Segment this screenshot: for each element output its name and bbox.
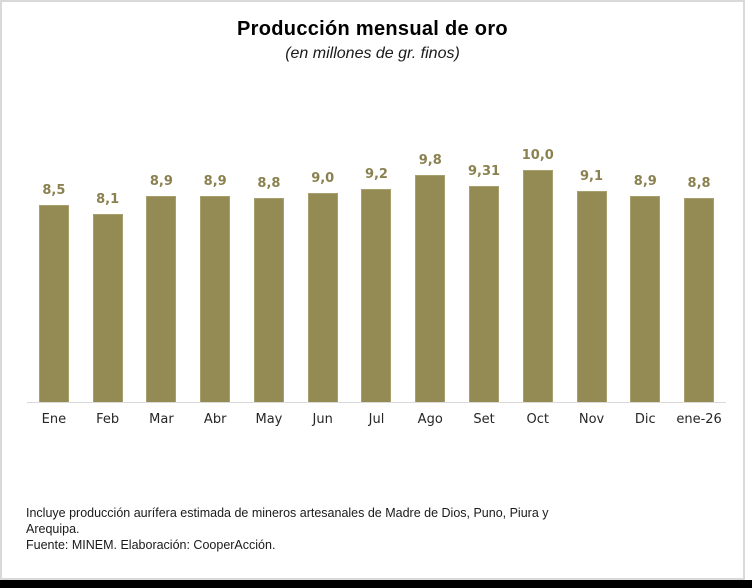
bar-group: 9,0 Jun [296, 101, 350, 427]
bar [522, 170, 553, 402]
bar-category-label: Oct [526, 412, 550, 427]
bar-value-label: 9,1 [580, 169, 604, 184]
bar-group: 9,31 Set [457, 101, 511, 427]
bar-category-label: May [255, 412, 283, 427]
bar [684, 198, 715, 402]
footnote-line-1: Incluye producción aurífera estimada de … [26, 506, 549, 520]
bar-group: 8,9 Abr [188, 101, 242, 427]
bar-value-label: 8,9 [633, 174, 657, 189]
bar [38, 205, 69, 402]
bar-value-label: 8,9 [149, 174, 173, 189]
bar-value-label: 8,5 [42, 183, 66, 198]
bar-category-label: Set [473, 412, 495, 427]
bar-value-label: 9,31 [467, 164, 501, 179]
footnote-line-3: Fuente: MINEM. Elaboración: CooperAcción… [26, 538, 276, 552]
bar-group: 8,9 Dic [618, 101, 672, 427]
chart-title: Producción mensual de oro [237, 18, 508, 40]
bar-value-label: 8,8 [257, 176, 281, 191]
bar-group: 10,0 Oct [511, 101, 565, 427]
bar-value-label: 9,0 [311, 171, 335, 186]
bar-category-label: Ago [417, 412, 443, 427]
bar [469, 186, 499, 402]
bar-group: 8,5 Ene [27, 101, 81, 427]
bar-group: 8,9 Mar [135, 101, 189, 427]
bar-plot: 8,5 Ene 8,1 Feb 8,9 Mar 8,9 Abr 8,8 May 9,0 Jun 9,2 J… [27, 101, 726, 427]
bar [92, 214, 123, 402]
bar-category-label: Jul [368, 412, 385, 427]
bar [146, 196, 177, 402]
bar-category-label: Abr [203, 412, 227, 427]
bar-group: 9,1 Nov [565, 101, 619, 427]
bar-value-label: 8,8 [687, 176, 711, 191]
bar-group: 9,8 Ago [403, 101, 457, 427]
bar [361, 189, 392, 402]
bar-value-label: 10,0 [521, 148, 554, 163]
bar [253, 198, 284, 402]
bar [576, 191, 607, 402]
bar-group: 8,1 Feb [81, 101, 135, 427]
bottom-black-bar [0, 580, 752, 588]
bar [307, 193, 338, 402]
bar-category-label: ene-26 [676, 412, 722, 427]
bar-group: 9,2 Jul [350, 101, 404, 427]
footnote-line-2: Arequipa. [26, 522, 80, 536]
chart-card: Producción mensual de oro (en millones d… [0, 0, 745, 580]
chart-footnote: Incluye producción aurífera estimada de … [2, 505, 743, 553]
bar-category-label: Dic [634, 412, 656, 427]
bar [630, 196, 661, 402]
bar-category-label: Mar [149, 412, 174, 427]
bar-value-label: 9,8 [418, 153, 442, 168]
bar [200, 196, 231, 402]
bar [415, 175, 446, 402]
bar-value-label: 8,9 [203, 174, 227, 189]
chart-subtitle: (en millones de gr. finos) [285, 45, 460, 62]
bar-value-label: 9,2 [364, 167, 388, 182]
bar-value-label: 8,1 [96, 192, 120, 207]
bar-group: 8,8 May [242, 101, 296, 427]
bar-group: 8,8 ene-26 [672, 101, 726, 427]
bar-category-label: Nov [578, 412, 605, 427]
bar-category-label: Ene [41, 412, 67, 427]
bar-category-label: Feb [96, 412, 120, 427]
bar-category-label: Jun [312, 412, 333, 427]
